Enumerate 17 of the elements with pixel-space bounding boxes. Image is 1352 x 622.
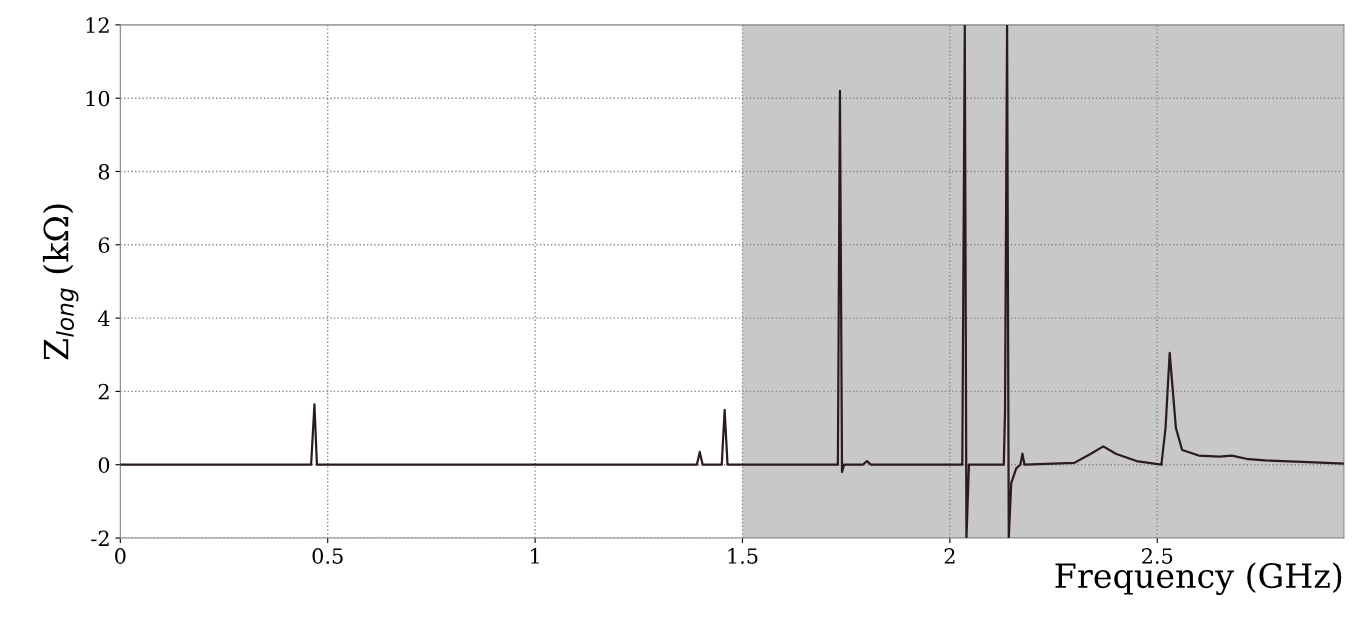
x-axis-title: Frequency (GHz) (1055, 562, 1342, 596)
y-tick-label: 12 (86, 17, 109, 33)
y-tick-label: 2 (98, 383, 109, 400)
x-tick-label: 1 (531, 548, 539, 564)
y-tick-label: 0 (98, 457, 110, 473)
x-tick-label: 1.5 (728, 548, 758, 564)
y-tick-label: 8 (98, 163, 110, 180)
x-tick-label: 0 (115, 548, 126, 564)
x-tick-label: 0.5 (312, 548, 343, 564)
y-tick-label: 6 (98, 237, 110, 254)
y-tick-label: -2 (91, 530, 109, 546)
x-tick-label: 2 (944, 548, 955, 564)
y-tick-label: 4 (97, 310, 110, 327)
y-axis-title: Z$_{long}$ (kΩ) (42, 204, 79, 360)
line-series (120, 24, 1344, 539)
x-tick-label: 2.5 (1142, 548, 1173, 564)
y-tick-label: 10 (86, 90, 110, 107)
